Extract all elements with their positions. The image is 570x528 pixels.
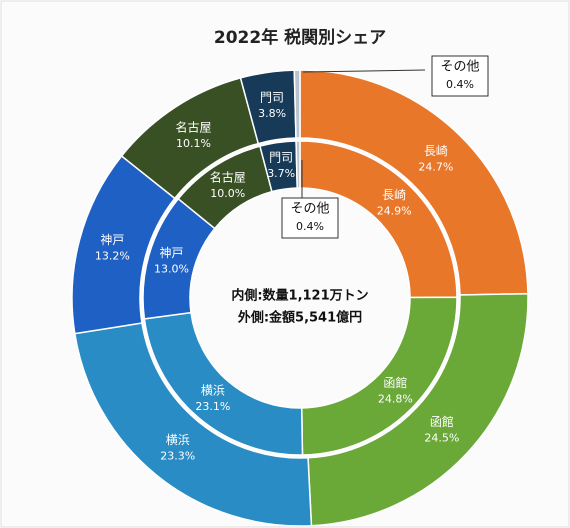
category-label: 横浜 <box>201 384 225 398</box>
category-label: 長崎 <box>382 188 406 202</box>
category-label: 函館 <box>383 375 407 390</box>
callout-line <box>302 69 426 73</box>
category-label: その他 <box>290 202 329 217</box>
data-label: 10.1% <box>176 137 211 150</box>
category-label: 神戸 <box>160 246 184 260</box>
data-label: 24.5% <box>424 431 459 444</box>
category-label: 門司 <box>260 91 284 105</box>
category-label: その他 <box>440 60 479 75</box>
category-label: 神戸 <box>100 233 124 247</box>
category-label: 長崎 <box>424 144 448 158</box>
callout-box <box>281 197 339 239</box>
data-label: 24.8% <box>378 392 413 405</box>
category-label: 横浜 <box>166 433 190 447</box>
category-label: 名古屋 <box>210 169 246 184</box>
data-label: 24.9% <box>377 204 412 217</box>
data-label: 3.7% <box>267 167 295 180</box>
callout-box <box>431 55 489 97</box>
data-label: 3.8% <box>258 107 286 120</box>
data-label: 24.7% <box>418 161 453 174</box>
data-label: 23.1% <box>195 400 230 413</box>
donut-segment <box>295 140 301 189</box>
data-label: 10.0% <box>210 187 245 200</box>
center-text: 外側:金額5,541億円 <box>237 310 362 326</box>
donut-segment <box>299 69 529 296</box>
data-label: 13.0% <box>154 263 189 276</box>
category-label: 門司 <box>269 150 293 164</box>
data-label: 13.2% <box>95 250 130 263</box>
category-label: 函館 <box>430 414 454 429</box>
category-label: 名古屋 <box>175 119 211 134</box>
donut-segment <box>293 69 301 139</box>
data-label: 23.3% <box>160 450 195 463</box>
center-text: 内側:数量1,121万トン <box>231 288 368 304</box>
data-label: 0.4% <box>446 78 474 91</box>
chart-title: 2022年 税関別シェア <box>214 27 386 48</box>
data-label: 0.4% <box>296 220 324 233</box>
